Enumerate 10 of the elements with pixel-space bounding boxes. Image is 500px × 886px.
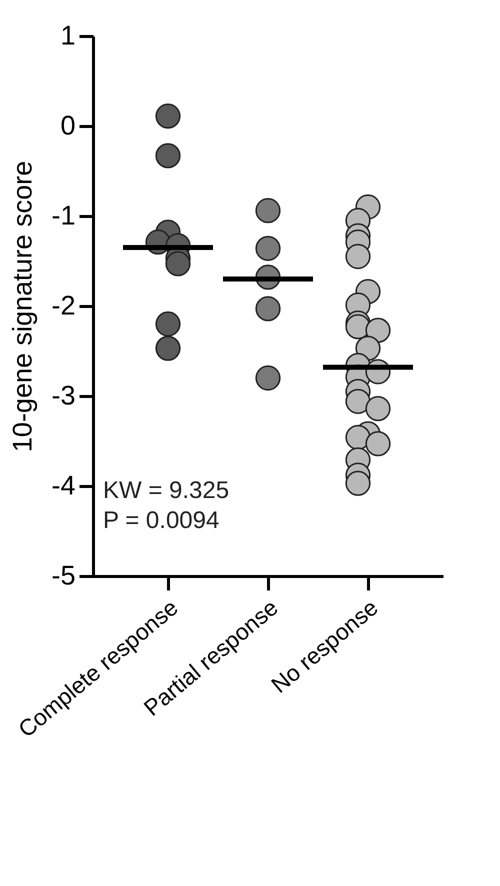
annotation: KW = 9.325 xyxy=(103,477,230,504)
y-tick-label: -4 xyxy=(51,470,76,500)
y-axis-title: 10-gene signature score xyxy=(7,160,38,452)
annotation: P = 0.0094 xyxy=(103,507,220,534)
y-tick-label: -2 xyxy=(51,290,76,320)
y-tick-label: -5 xyxy=(51,560,76,590)
y-tick-label: -1 xyxy=(51,200,76,230)
y-tick-label: 0 xyxy=(60,110,76,140)
y-tick-label: -3 xyxy=(51,380,76,410)
y-tick-label: 1 xyxy=(60,20,76,50)
